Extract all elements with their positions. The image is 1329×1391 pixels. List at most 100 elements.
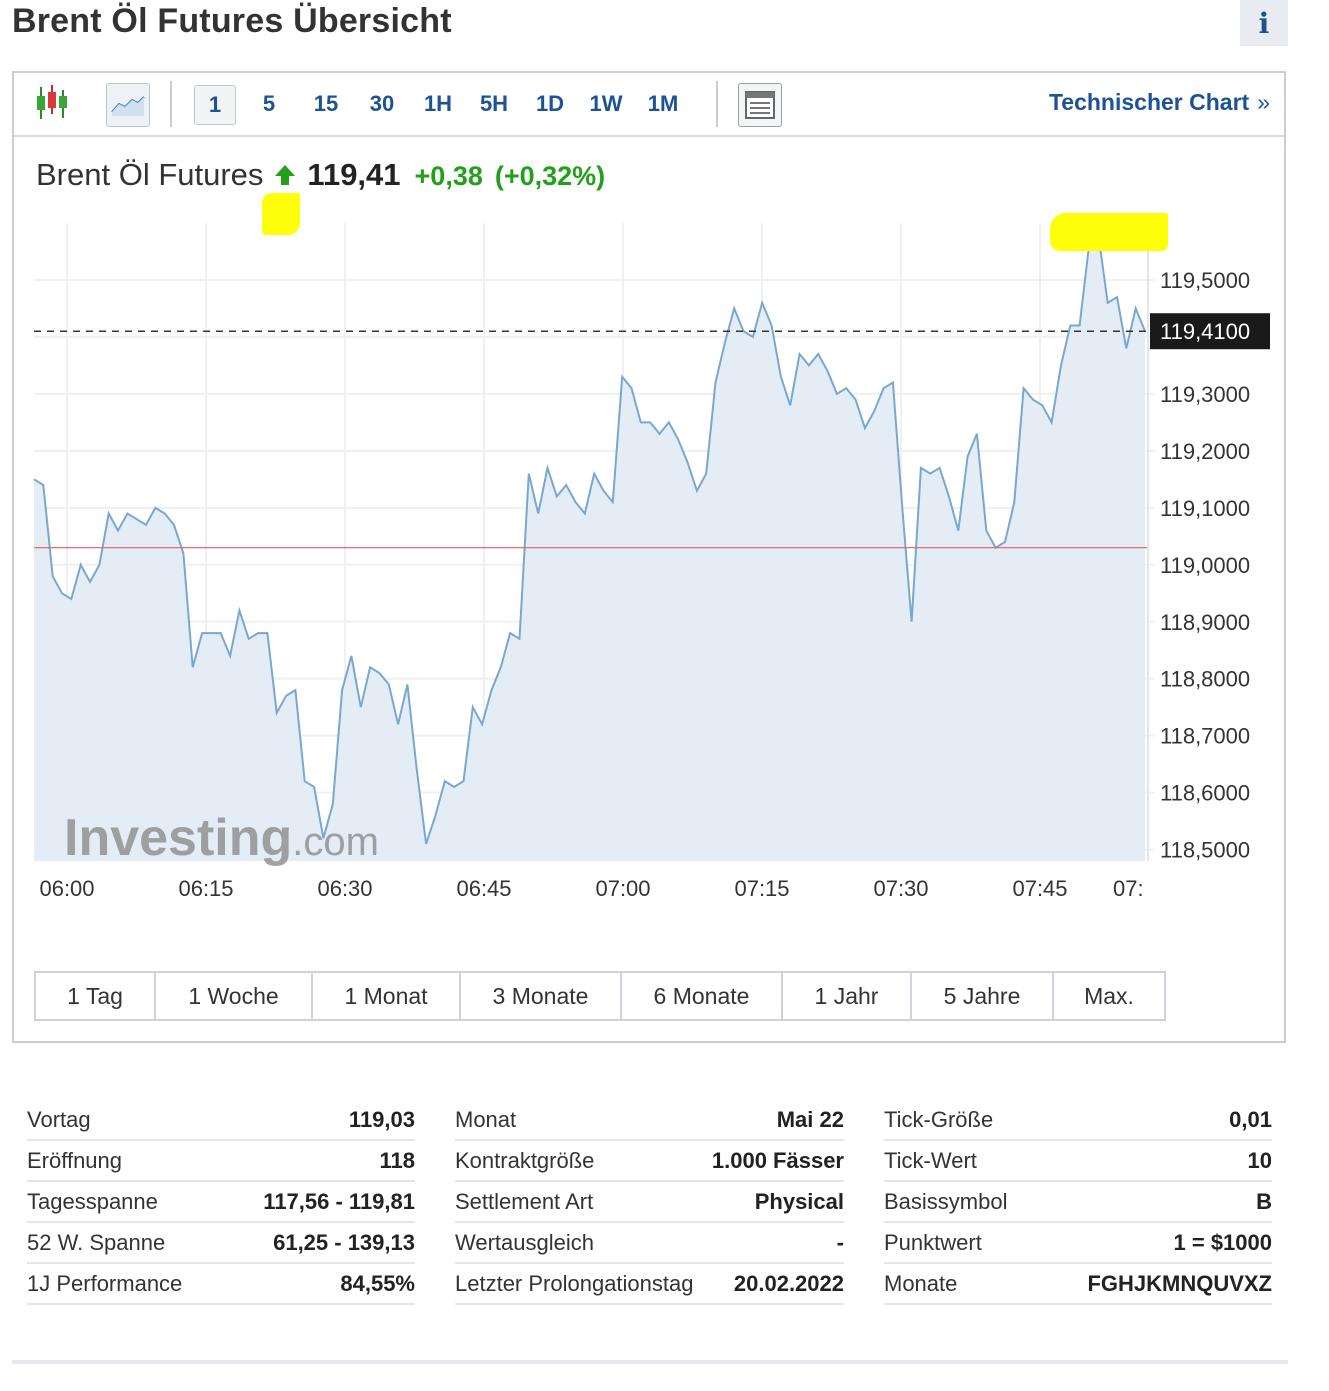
stat-row: Monate FGHJKMNQUVXZ bbox=[884, 1264, 1272, 1305]
x-tick-label: 07:45 bbox=[1012, 876, 1067, 901]
period-max[interactable]: Max. bbox=[1084, 982, 1134, 1009]
y-tick-label: 119,5000 bbox=[1160, 268, 1250, 293]
y-tick-label: 118,6000 bbox=[1160, 781, 1250, 806]
stat-label: Wertausgleich bbox=[455, 1229, 594, 1255]
quote-header: Brent Öl Futures 119,41 +0,38 (+0,32%) bbox=[36, 157, 605, 193]
stat-row: Tagesspanne 117,56 - 119,81 bbox=[27, 1182, 415, 1223]
stat-label: Settlement Art bbox=[455, 1188, 594, 1214]
stat-value: 117,56 - 119,81 bbox=[263, 1188, 415, 1214]
stat-value: B bbox=[1256, 1188, 1272, 1214]
stat-value: 61,25 - 139,13 bbox=[273, 1229, 415, 1255]
stat-row: Eröffnung 118 bbox=[27, 1141, 415, 1182]
interval-5[interactable]: 5 bbox=[262, 91, 276, 116]
period-1-monat[interactable]: 1 Monat bbox=[313, 973, 461, 1019]
chart-toolbar: 1 5 15 30 1H 5H 1D 1W 1M Technischer Cha… bbox=[14, 73, 1284, 137]
highlighter-mark bbox=[262, 193, 300, 235]
stat-row: Wertausgleich - bbox=[455, 1223, 844, 1264]
stat-label: Monat bbox=[455, 1106, 517, 1132]
y-tick-label: 119,3000 bbox=[1160, 382, 1250, 407]
candlestick-icon[interactable] bbox=[32, 83, 72, 123]
last-price: 119,41 bbox=[307, 157, 401, 192]
interval-5h[interactable]: 5H bbox=[479, 91, 509, 116]
period-3-monate[interactable]: 3 Monate bbox=[461, 973, 622, 1019]
stat-label: Punktwert bbox=[884, 1229, 982, 1255]
x-tick-label: 07:15 bbox=[734, 876, 789, 901]
stat-value: FGHJKMNQUVXZ bbox=[1087, 1270, 1272, 1296]
y-tick-label: 119,0000 bbox=[1160, 553, 1250, 578]
stat-row: Monat Mai 22 bbox=[455, 1100, 844, 1141]
stat-label: Eröffnung bbox=[27, 1147, 123, 1173]
stat-label: Vortag bbox=[27, 1106, 91, 1132]
period-6-monate[interactable]: 6 Monate bbox=[622, 973, 783, 1019]
stat-row: Basissymbol B bbox=[884, 1182, 1272, 1223]
stat-label: 52 W. Spanne bbox=[27, 1229, 166, 1255]
stat-value: 10 bbox=[1247, 1147, 1272, 1173]
technical-chart-link[interactable]: Technischer Chart » bbox=[1049, 89, 1270, 116]
toolbar-separator bbox=[716, 81, 718, 127]
stat-value: 0,01 bbox=[1229, 1106, 1272, 1132]
stat-label: Tick-Wert bbox=[884, 1147, 977, 1173]
stat-value: 84,55% bbox=[340, 1270, 415, 1296]
period-selector: 1 Tag 1 Woche 1 Monat 3 Monate 6 Monate … bbox=[34, 971, 1166, 1021]
x-tick-label: 06:30 bbox=[317, 876, 372, 901]
stat-value: 119,03 bbox=[348, 1106, 415, 1132]
interval-1h[interactable]: 1H bbox=[423, 91, 453, 116]
double-chevron-right-icon: » bbox=[1257, 89, 1270, 115]
interval-30[interactable]: 30 bbox=[369, 91, 395, 116]
toolbar-separator bbox=[170, 81, 172, 127]
stat-value: 1 = $1000 bbox=[1173, 1229, 1272, 1255]
section-divider bbox=[12, 1360, 1288, 1364]
stat-value: Mai 22 bbox=[776, 1106, 844, 1132]
stat-label: 1J Performance bbox=[27, 1270, 183, 1296]
price-change: +0,38 bbox=[414, 161, 483, 191]
stat-row: Tick-Größe 0,01 bbox=[884, 1100, 1272, 1141]
chart-widget: 1 5 15 30 1H 5H 1D 1W 1M Technischer Cha… bbox=[12, 71, 1286, 1043]
stat-label: Basissymbol bbox=[884, 1188, 1008, 1214]
interval-1w[interactable]: 1W bbox=[589, 91, 623, 116]
stat-label: Monate bbox=[884, 1270, 958, 1296]
y-tick-label: 118,7000 bbox=[1160, 724, 1250, 749]
y-tick-label: 118,5000 bbox=[1160, 838, 1250, 863]
stat-label: Tick-Größe bbox=[884, 1106, 994, 1132]
info-button[interactable]: i bbox=[1240, 0, 1288, 46]
stat-value: 1.000 Fässer bbox=[711, 1147, 844, 1173]
page-title: Brent Öl Futures Übersicht bbox=[12, 2, 452, 40]
period-5-jahre[interactable]: 5 Jahre bbox=[912, 973, 1054, 1019]
stat-row: Letzter Prolongationstag 20.02.2022 bbox=[455, 1264, 844, 1305]
price-change-percent: (+0,32%) bbox=[494, 161, 606, 191]
stat-label: Tagesspanne bbox=[27, 1188, 158, 1214]
instrument-name: Brent Öl Futures bbox=[36, 157, 264, 192]
period-1-jahr[interactable]: 1 Jahr bbox=[783, 973, 912, 1019]
period-1-woche[interactable]: 1 Woche bbox=[156, 973, 313, 1019]
last-price-label: 119,4100 bbox=[1160, 319, 1250, 344]
highlighter-mark bbox=[1050, 213, 1168, 251]
area-chart-icon[interactable] bbox=[106, 83, 150, 127]
watermark-suffix: .com bbox=[292, 820, 379, 864]
y-tick-label: 118,8000 bbox=[1160, 667, 1250, 692]
table-view-icon[interactable] bbox=[738, 83, 782, 127]
stat-row: Vortag 119,03 bbox=[27, 1100, 415, 1141]
technical-chart-label: Technischer Chart bbox=[1048, 89, 1250, 115]
stat-label: Letzter Prolongationstag bbox=[455, 1270, 694, 1296]
up-arrow-icon bbox=[275, 165, 296, 185]
price-chart: 119,5000119,4000119,3000119,2000119,1000… bbox=[33, 213, 1270, 901]
stat-row: Punktwert 1 = $1000 bbox=[884, 1223, 1272, 1264]
stat-row: Settlement Art Physical bbox=[455, 1182, 844, 1223]
interval-15[interactable]: 15 bbox=[313, 91, 339, 116]
stat-value: 20.02.2022 bbox=[733, 1270, 844, 1296]
stat-row: 1J Performance 84,55% bbox=[27, 1264, 415, 1305]
y-tick-label: 119,2000 bbox=[1160, 439, 1250, 464]
x-tick-label: 07:30 bbox=[873, 876, 928, 901]
interval-1m[interactable]: 1M bbox=[647, 91, 679, 116]
last-price-label-box bbox=[1150, 313, 1270, 350]
stat-value: - bbox=[836, 1229, 844, 1255]
watermark-brand: Investing bbox=[64, 809, 292, 867]
stat-value: Physical bbox=[754, 1188, 844, 1214]
price-series-line bbox=[33, 231, 1146, 845]
period-1-tag[interactable]: 1 Tag bbox=[36, 973, 156, 1019]
interval-1d[interactable]: 1D bbox=[535, 91, 565, 116]
x-tick-label: 06:45 bbox=[456, 876, 511, 901]
x-tick-label: 06:15 bbox=[178, 876, 233, 901]
interval-1[interactable]: 1 bbox=[194, 85, 236, 125]
stat-row: Tick-Wert 10 bbox=[884, 1141, 1272, 1182]
